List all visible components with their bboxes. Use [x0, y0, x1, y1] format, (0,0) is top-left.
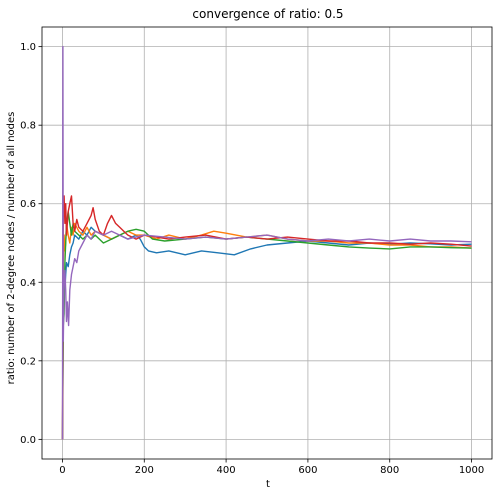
- x-axis: 0 200 400 600 800 1000: [59, 459, 484, 476]
- y-tick-label: 0.8: [20, 121, 36, 132]
- y-tick-label: 0.0: [20, 435, 36, 446]
- chart-title: convergence of ratio: 0.5: [192, 7, 343, 21]
- y-tick-label: 0.2: [20, 356, 36, 367]
- x-tick-label: 400: [217, 465, 236, 476]
- series-line-2: [61, 222, 472, 440]
- series-layer: [61, 45, 472, 440]
- y-tick-label: 0.4: [20, 278, 36, 289]
- y-tick-label: 1.0: [20, 42, 36, 53]
- x-tick-label: 1000: [459, 465, 484, 476]
- y-axis: 0.0 0.2 0.4 0.6 0.8 1.0: [20, 42, 42, 446]
- series-line-1: [61, 226, 472, 440]
- x-tick-label: 200: [135, 465, 154, 476]
- x-axis-label: t: [266, 479, 270, 490]
- series-line-3: [61, 210, 472, 440]
- y-tick-label: 0.6: [20, 199, 36, 210]
- y-axis-label: ratio: number of 2-degree nodes / number…: [6, 112, 17, 385]
- x-tick-label: 800: [380, 465, 399, 476]
- x-tick-label: 600: [298, 465, 317, 476]
- plot-frame: [41, 26, 493, 460]
- x-tick-label: 0: [59, 465, 65, 476]
- series-line-5: [61, 45, 472, 440]
